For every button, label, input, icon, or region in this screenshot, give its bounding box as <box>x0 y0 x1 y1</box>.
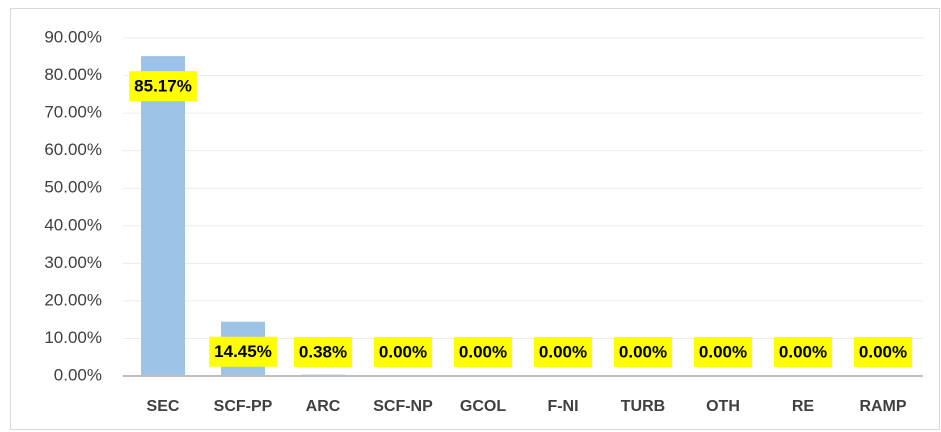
data-label: 0.00% <box>699 342 747 361</box>
x-tick-label: OTH <box>706 398 740 415</box>
y-tick-label: 50.00% <box>44 178 102 197</box>
data-label-bg <box>293 337 353 367</box>
bar <box>141 56 185 376</box>
y-tick-label: 90.00% <box>44 27 102 46</box>
x-tick-label: SCF-NP <box>373 398 433 415</box>
data-label: 0.00% <box>619 342 667 361</box>
x-tick-label: SEC <box>147 398 180 415</box>
data-label: 85.17% <box>134 77 192 96</box>
data-label: 0.00% <box>859 342 907 361</box>
y-tick-label: 60.00% <box>44 140 102 159</box>
data-label: 14.45% <box>214 342 272 361</box>
data-label-bg <box>129 71 197 102</box>
data-label-bg <box>853 337 913 367</box>
x-tick-label: GCOL <box>460 398 506 415</box>
y-tick-label: 80.00% <box>44 65 102 84</box>
x-tick-label: TURB <box>621 398 665 415</box>
data-label-bg <box>613 337 673 367</box>
data-label: 0.00% <box>539 342 587 361</box>
x-tick-label: F-NI <box>547 398 578 415</box>
data-label-bg <box>209 336 277 367</box>
x-tick-label: SCF-PP <box>214 398 273 415</box>
y-tick-label: 40.00% <box>44 215 102 234</box>
y-tick-label: 0.00% <box>54 365 102 384</box>
data-label-bg <box>693 337 753 367</box>
data-label: 0.38% <box>299 342 347 361</box>
data-label-bg <box>373 337 433 367</box>
y-tick-label: 20.00% <box>44 290 102 309</box>
y-tick-label: 70.00% <box>44 103 102 122</box>
y-tick-label: 10.00% <box>44 328 102 347</box>
data-label: 0.00% <box>379 342 427 361</box>
data-label-bg <box>533 337 593 367</box>
data-label: 0.00% <box>459 342 507 361</box>
data-label-bg <box>773 337 833 367</box>
x-tick-label: RAMP <box>859 398 906 415</box>
y-tick-label: 30.00% <box>44 253 102 272</box>
x-tick-label: RE <box>792 398 815 415</box>
data-label: 0.00% <box>779 342 827 361</box>
data-label-bg <box>453 337 513 367</box>
x-tick-label: ARC <box>306 398 341 415</box>
